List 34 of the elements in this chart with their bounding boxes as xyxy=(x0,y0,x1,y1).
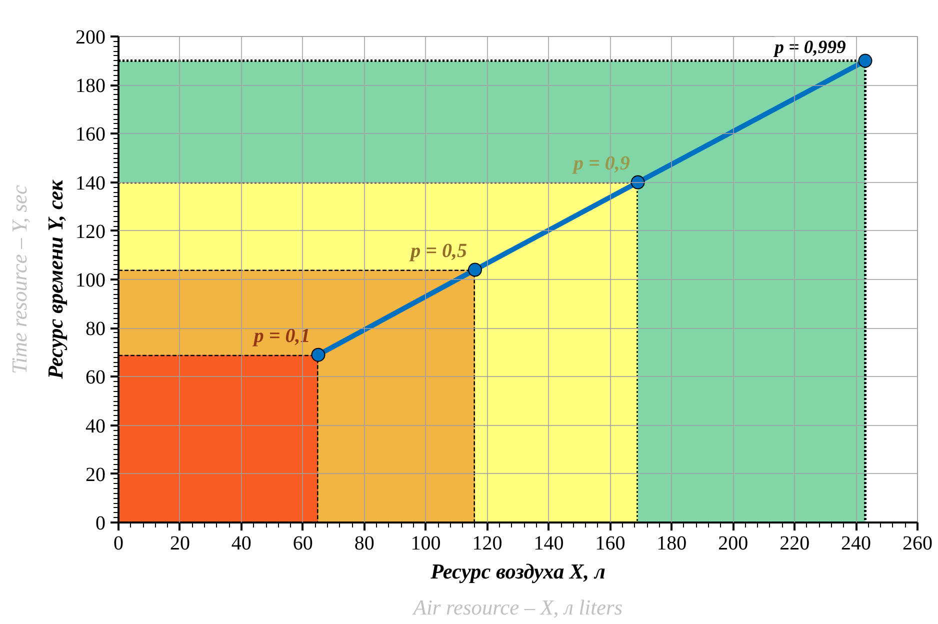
x-tick-label: 180 xyxy=(656,532,687,554)
y-tick-label: 60 xyxy=(86,366,106,389)
x-tick-label: 100 xyxy=(410,532,441,554)
x-tick-label: 200 xyxy=(718,532,748,554)
x-tick-label: 260 xyxy=(902,532,932,554)
y-tick-label: 20 xyxy=(86,464,106,486)
x-tick-label: 0 xyxy=(114,532,124,554)
y-tick-label: 100 xyxy=(76,270,106,292)
annotation: p = 0,9 xyxy=(571,152,630,174)
x-tick-label: 20 xyxy=(170,532,190,554)
x-tick-label: 240 xyxy=(841,532,872,554)
point xyxy=(468,262,482,277)
y-tick-label: 80 xyxy=(86,318,106,340)
y-tick-label: 160 xyxy=(76,124,106,146)
y-axis-title: Ресурс времени Y, сек Time resource – Y, sec xyxy=(8,178,68,380)
point xyxy=(858,54,872,68)
point xyxy=(630,175,645,190)
x-tick-label: 80 xyxy=(354,532,374,554)
x-tick-label: 220 xyxy=(780,532,810,554)
y-tick-label: 0 xyxy=(96,512,106,534)
y-tick-label: 200 xyxy=(76,26,106,48)
y-tick-label: 40 xyxy=(86,415,106,438)
annotation: p = 0,999 xyxy=(772,36,846,58)
point xyxy=(311,348,326,362)
y-tick-label: 180 xyxy=(76,75,106,98)
x-tick-label: 140 xyxy=(534,532,564,554)
x-tick-label: 40 xyxy=(231,532,252,554)
annotation: p = 0,5 xyxy=(408,240,467,262)
y-tick-label: 120 xyxy=(76,220,106,243)
x-axis-title: Ресурс воздуха X, л Air resource – X, л liters xyxy=(411,560,623,620)
x-tick-label: 60 xyxy=(292,532,313,554)
y-tick-label: 140 xyxy=(76,172,106,194)
x-tick-label: 120 xyxy=(472,532,502,554)
x-tick-label: 160 xyxy=(595,532,626,554)
